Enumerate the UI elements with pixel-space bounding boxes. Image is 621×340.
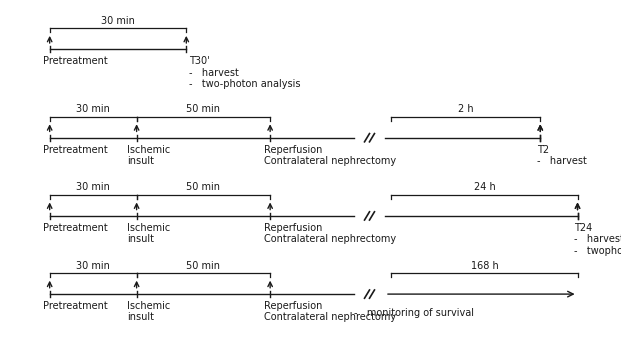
Text: Ischemic
insult: Ischemic insult xyxy=(127,223,171,244)
Text: 30 min: 30 min xyxy=(101,16,135,26)
Text: Pretreatment: Pretreatment xyxy=(43,144,108,154)
Text: T24
-   harvest
-   twophoton analysis: T24 - harvest - twophoton analysis xyxy=(574,223,621,256)
Text: 30 min: 30 min xyxy=(76,261,110,271)
Text: 50 min: 50 min xyxy=(186,183,220,192)
Text: Ischemic
insult: Ischemic insult xyxy=(127,144,171,166)
Text: Reperfusion
Contralateral nephrectomy: Reperfusion Contralateral nephrectomy xyxy=(264,301,396,323)
Text: 30 min: 30 min xyxy=(76,183,110,192)
Text: 168 h: 168 h xyxy=(471,261,498,271)
Text: Pretreatment: Pretreatment xyxy=(43,223,108,233)
Text: T2
-   harvest: T2 - harvest xyxy=(537,144,587,166)
Text: 2 h: 2 h xyxy=(458,104,474,114)
Text: -   monitoring of survival: - monitoring of survival xyxy=(354,308,474,318)
Text: Reperfusion
Contralateral nephrectomy: Reperfusion Contralateral nephrectomy xyxy=(264,144,396,166)
Text: 24 h: 24 h xyxy=(473,183,496,192)
Text: T30'
-   harvest
-   two-photon analysis: T30' - harvest - two-photon analysis xyxy=(189,56,301,89)
Text: 30 min: 30 min xyxy=(76,104,110,114)
Text: Ischemic
insult: Ischemic insult xyxy=(127,301,171,323)
Text: 50 min: 50 min xyxy=(186,104,220,114)
Text: Pretreatment: Pretreatment xyxy=(43,56,108,66)
Text: 50 min: 50 min xyxy=(186,261,220,271)
Text: Pretreatment: Pretreatment xyxy=(43,301,108,311)
Text: Reperfusion
Contralateral nephrectomy: Reperfusion Contralateral nephrectomy xyxy=(264,223,396,244)
